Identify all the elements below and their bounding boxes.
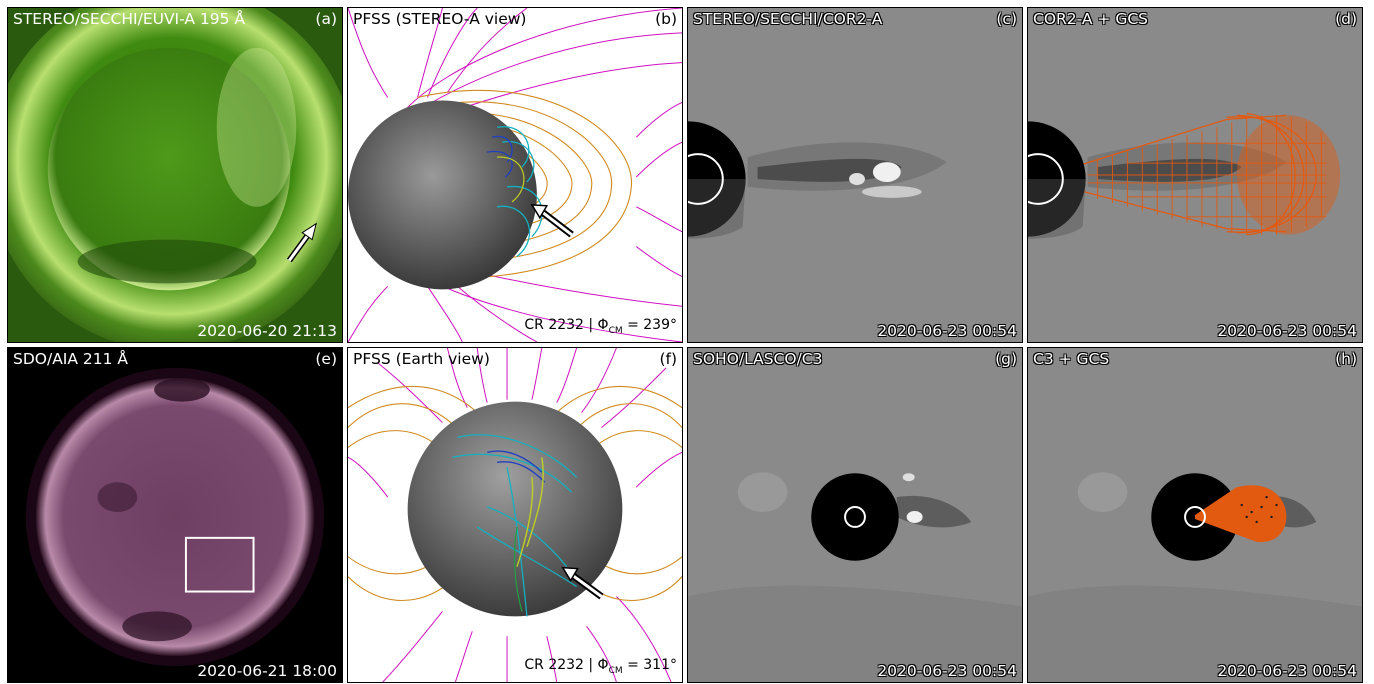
panel-f-pfss-earth: PFSS (Earth view) (f) CR 2232 | ΦCM = 31…	[347, 347, 683, 683]
panel-b-pfss-stereo: PFSS (STEREO-A view) (b) CR 2232 | ΦCM =…	[347, 7, 683, 343]
cr-prefix: CR 2232 | Φ	[524, 657, 609, 674]
timestamp: 2020-06-23 00:54	[877, 322, 1017, 340]
carrington-rotation-label: CR 2232 | ΦCM = 311°	[524, 656, 677, 680]
euvi-sun-image	[8, 8, 342, 342]
panel-label: (g)	[995, 350, 1017, 368]
panel-h-c3-gcs: C3 + GCS (h) 2020-06-23 00:54	[1027, 347, 1363, 683]
panel-label: (d)	[1335, 10, 1357, 28]
panel-a-euvi: STEREO/SECCHI/EUVI-A 195 Å (a) 2020-06-2…	[7, 7, 343, 343]
panel-label: (h)	[1335, 350, 1357, 368]
panel-title: SDO/AIA 211 Å	[13, 350, 129, 368]
panel-label: (e)	[315, 350, 337, 368]
timestamp: 2020-06-23 00:54	[1217, 662, 1357, 680]
cr-subscript: CM	[608, 326, 623, 336]
panel-e-aia: SDO/AIA 211 Å (e) 2020-06-21 18:00	[7, 347, 343, 683]
timestamp: 2020-06-23 00:54	[877, 662, 1017, 680]
pfss-earth-field-lines-image	[348, 348, 682, 682]
carrington-rotation-label: CR 2232 | ΦCM = 239°	[524, 316, 677, 340]
panel-title: PFSS (Earth view)	[353, 350, 490, 368]
timestamp: 2020-06-21 18:00	[197, 662, 337, 680]
pfss-field-lines-image	[348, 8, 682, 342]
panel-label: (c)	[996, 10, 1017, 28]
cr-subscript: CM	[608, 666, 623, 676]
lasco-c3-coronagraph-image	[688, 348, 1022, 682]
panel-d-cor2a-gcs: COR2-A + GCS (d) 2020-06-23 00:54	[1027, 7, 1363, 343]
panel-label: (b)	[655, 10, 677, 28]
cr-value: = 239°	[622, 317, 677, 334]
panel-title: COR2-A + GCS	[1033, 10, 1149, 28]
panel-g-lasco-c3: SOHO/LASCO/C3 (g) 2020-06-23 00:54	[687, 347, 1023, 683]
panel-title: C3 + GCS	[1033, 350, 1110, 368]
panel-title: STEREO/SECCHI/COR2-A	[693, 10, 883, 28]
cor2a-gcs-overlay-image	[1028, 8, 1362, 342]
cr-prefix: CR 2232 | Φ	[524, 317, 609, 334]
timestamp: 2020-06-20 21:13	[197, 322, 337, 340]
panel-title: PFSS (STEREO-A view)	[353, 10, 527, 28]
panel-label: (a)	[315, 10, 337, 28]
panel-title: STEREO/SECCHI/EUVI-A 195 Å	[13, 10, 246, 28]
cor2a-coronagraph-image	[688, 8, 1022, 342]
c3-gcs-overlay-image	[1028, 348, 1362, 682]
panel-label: (f)	[659, 350, 677, 368]
timestamp: 2020-06-23 00:54	[1217, 322, 1357, 340]
aia-sun-image	[8, 348, 342, 682]
cr-value: = 311°	[622, 657, 677, 674]
panel-c-cor2a: STEREO/SECCHI/COR2-A (c) 2020-06-23 00:5…	[687, 7, 1023, 343]
panel-title: SOHO/LASCO/C3	[693, 350, 823, 368]
